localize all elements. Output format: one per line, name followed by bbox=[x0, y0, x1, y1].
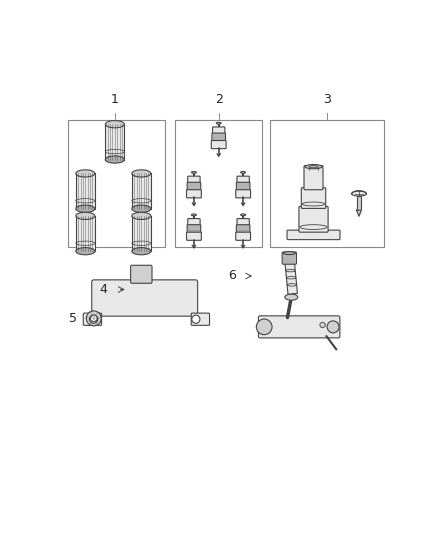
FancyBboxPatch shape bbox=[258, 316, 340, 338]
Ellipse shape bbox=[241, 214, 246, 216]
Ellipse shape bbox=[285, 294, 298, 300]
FancyBboxPatch shape bbox=[212, 133, 226, 141]
Text: 1: 1 bbox=[111, 93, 119, 106]
Circle shape bbox=[320, 322, 325, 328]
FancyBboxPatch shape bbox=[237, 176, 249, 184]
Bar bbox=[76, 216, 95, 251]
FancyBboxPatch shape bbox=[236, 232, 251, 240]
Ellipse shape bbox=[191, 214, 196, 216]
Circle shape bbox=[89, 315, 98, 324]
Ellipse shape bbox=[305, 165, 322, 169]
Ellipse shape bbox=[132, 212, 151, 220]
FancyBboxPatch shape bbox=[237, 225, 250, 233]
Bar bbox=[68, 120, 165, 247]
Text: 4: 4 bbox=[99, 283, 107, 296]
FancyBboxPatch shape bbox=[83, 313, 102, 325]
Circle shape bbox=[192, 315, 200, 324]
Ellipse shape bbox=[105, 156, 124, 163]
Bar bbox=[270, 120, 384, 247]
Polygon shape bbox=[285, 257, 297, 294]
FancyBboxPatch shape bbox=[191, 313, 209, 325]
FancyBboxPatch shape bbox=[211, 141, 226, 149]
FancyBboxPatch shape bbox=[187, 225, 201, 233]
Circle shape bbox=[256, 319, 272, 335]
FancyBboxPatch shape bbox=[188, 219, 200, 226]
Bar bbox=[76, 173, 95, 209]
FancyBboxPatch shape bbox=[187, 190, 201, 198]
Ellipse shape bbox=[309, 166, 318, 168]
Circle shape bbox=[86, 311, 101, 326]
FancyBboxPatch shape bbox=[131, 265, 152, 283]
FancyBboxPatch shape bbox=[212, 127, 225, 134]
Ellipse shape bbox=[132, 170, 151, 177]
Bar bbox=[105, 124, 124, 159]
FancyBboxPatch shape bbox=[236, 190, 251, 198]
FancyBboxPatch shape bbox=[301, 188, 326, 208]
Ellipse shape bbox=[241, 172, 246, 173]
FancyBboxPatch shape bbox=[188, 176, 200, 184]
Bar bbox=[132, 173, 151, 209]
FancyBboxPatch shape bbox=[304, 166, 323, 190]
Bar bbox=[132, 216, 151, 251]
Bar bbox=[357, 196, 361, 210]
FancyBboxPatch shape bbox=[237, 219, 249, 226]
FancyBboxPatch shape bbox=[299, 206, 328, 232]
FancyBboxPatch shape bbox=[187, 182, 201, 190]
Ellipse shape bbox=[216, 122, 221, 124]
Ellipse shape bbox=[352, 191, 367, 196]
Bar bbox=[175, 120, 262, 247]
FancyBboxPatch shape bbox=[92, 280, 198, 316]
FancyBboxPatch shape bbox=[187, 232, 201, 240]
Text: 3: 3 bbox=[323, 93, 331, 106]
Circle shape bbox=[327, 321, 339, 333]
Text: 2: 2 bbox=[215, 93, 223, 106]
Ellipse shape bbox=[76, 205, 95, 212]
Ellipse shape bbox=[283, 252, 295, 255]
FancyBboxPatch shape bbox=[237, 182, 250, 190]
Circle shape bbox=[90, 315, 97, 322]
Text: 6: 6 bbox=[229, 270, 237, 282]
Ellipse shape bbox=[132, 205, 151, 212]
Ellipse shape bbox=[76, 247, 95, 255]
FancyBboxPatch shape bbox=[287, 230, 340, 240]
Ellipse shape bbox=[132, 247, 151, 255]
Ellipse shape bbox=[76, 212, 95, 220]
Ellipse shape bbox=[105, 120, 124, 128]
FancyBboxPatch shape bbox=[282, 252, 297, 264]
Polygon shape bbox=[357, 210, 361, 216]
Text: 5: 5 bbox=[69, 312, 77, 325]
Ellipse shape bbox=[191, 172, 196, 173]
Ellipse shape bbox=[76, 170, 95, 177]
